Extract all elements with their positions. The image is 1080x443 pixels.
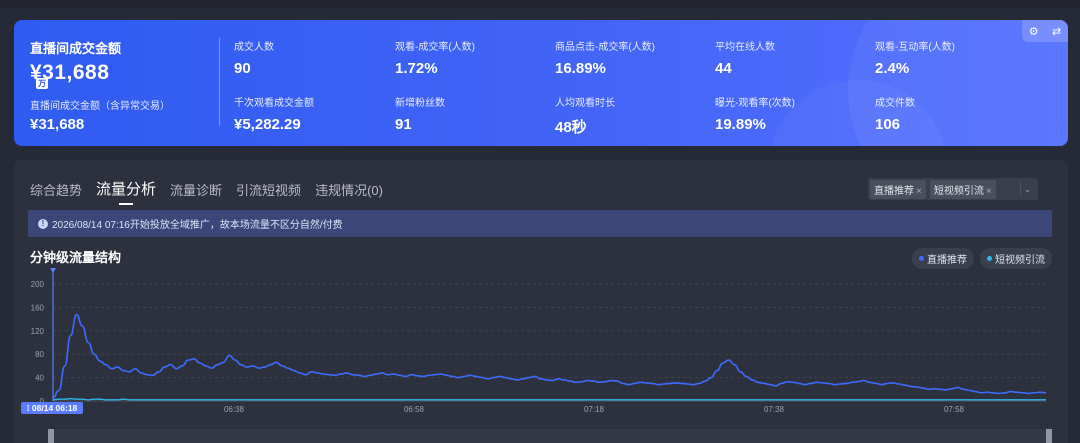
metric-value: 106 xyxy=(875,116,901,133)
legend-item-short-video[interactable]: 短视频引流 xyxy=(980,248,1052,269)
metric-label: 曝光-观看率(次数) xyxy=(715,98,795,109)
metric-value: 44 xyxy=(715,60,732,77)
divider xyxy=(219,38,220,126)
start-time-badge xyxy=(21,402,83,414)
filter-chip-label: 直播推荐 xyxy=(874,185,914,197)
legend-label: 短视频引流 xyxy=(995,255,1045,266)
x-tick-label: 06:58 xyxy=(404,405,425,414)
filter-chip[interactable]: 短视频引流 × xyxy=(929,179,996,199)
chevron-down-icon[interactable]: ⌄ xyxy=(1020,182,1034,196)
metric-label: 成交人数 xyxy=(234,42,274,53)
range-slider-handle-right xyxy=(1046,429,1052,443)
metric-value: 91 xyxy=(395,116,412,133)
main-metric-label: 直播间成交金额 xyxy=(30,41,122,56)
metric-label: 新增粉丝数 xyxy=(395,98,445,109)
metric-label: 平均在线人数 xyxy=(715,42,775,53)
metric-value: 2.4% xyxy=(875,60,910,77)
sub-metric-value: ¥31,688 xyxy=(30,116,85,133)
metric-label: 千次观看成交金额 xyxy=(234,98,314,109)
metric-value: 90 xyxy=(234,60,251,77)
metric-item: 曝光-观看率(次数) 19.89% xyxy=(715,94,795,133)
metric-label: 观看-互动率(人数) xyxy=(875,42,955,53)
metric-value: 19.89% xyxy=(715,116,766,133)
x-tick-label: 07:38 xyxy=(764,405,785,414)
x-tick-label: 06:38 xyxy=(224,405,245,414)
y-tick-label: 40 xyxy=(35,374,44,383)
legend-dot xyxy=(987,256,992,261)
tab-overview-trend[interactable]: 综合趋势 xyxy=(30,183,83,198)
x-tick-label: 07:18 xyxy=(584,405,605,414)
source-filter-select[interactable]: 直播推荐 × 短视频引流 × ⌄ xyxy=(868,178,1038,200)
tab-traffic-diagnosis[interactable]: 流量诊断 xyxy=(170,183,223,198)
tab-bar: 综合趋势 流量分析 流量诊断 引流短视频 违规情况(0) xyxy=(30,178,397,199)
kpi-card: ⚙ ⇄ 直播间成交金额 ¥31,688 万 直播间成交金额（含异常交易） ¥31… xyxy=(14,20,1068,146)
metric-label: 成交件数 xyxy=(875,98,915,109)
close-icon[interactable]: × xyxy=(916,185,922,197)
unit-badge: 万 xyxy=(36,78,48,89)
filter-chip-label: 短视频引流 xyxy=(933,185,984,197)
metric-item: 商品点击-成交率(人数) 16.89% xyxy=(555,38,655,77)
main-metric-value: ¥31,688 xyxy=(30,61,110,84)
tab-traffic-analysis[interactable]: 流量分析 xyxy=(96,178,156,199)
metric-value: 1.72% xyxy=(395,60,438,77)
chart-legend: 直播推荐 短视频引流 xyxy=(912,248,1052,269)
analysis-panel: 综合趋势 流量分析 流量诊断 引流短视频 违规情况(0) 直播推荐 × 短视频引流… xyxy=(14,160,1068,443)
metric-item: 观看-互动率(人数) 2.4% xyxy=(875,38,955,77)
kpi-corner-tools: ⚙ ⇄ xyxy=(1022,20,1068,42)
card-decoration xyxy=(848,20,1068,146)
metric-value: 16.89% xyxy=(555,60,606,77)
metric-item: 成交件数 106 xyxy=(875,94,915,133)
metric-value: 48秒 xyxy=(555,119,587,136)
y-tick-label: 0 xyxy=(40,397,45,406)
range-slider-handle-left xyxy=(48,429,54,443)
x-tick-label: 07:58 xyxy=(944,405,965,414)
start-time-label: ⁞ 08/14 06:18 xyxy=(27,403,78,413)
notice-text: 2026/08/14 07:16开始投放全域推广，故本场流量不区分自然/付费 xyxy=(52,220,343,231)
metric-label: 商品点击-成交率(人数) xyxy=(555,42,655,53)
y-tick-label: 160 xyxy=(31,303,45,312)
cursor-marker xyxy=(50,268,56,273)
sub-metric-label: 直播间成交金额（含异常交易） xyxy=(30,101,170,112)
info-icon: ! xyxy=(38,218,48,229)
metric-item: 观看-成交率(人数) 1.72% xyxy=(395,38,475,77)
metric-item: 平均在线人数 44 xyxy=(715,38,775,77)
y-tick-label: 80 xyxy=(35,350,44,359)
legend-dot xyxy=(919,256,924,261)
metric-item: 新增粉丝数 91 xyxy=(395,94,445,133)
swap-icon[interactable]: ⇄ xyxy=(1052,25,1062,38)
close-icon[interactable]: × xyxy=(985,185,992,197)
tab-short-video[interactable]: 引流短视频 xyxy=(236,183,302,198)
metric-value: ¥5,282.29 xyxy=(234,116,301,133)
range-slider-track xyxy=(48,429,1052,443)
y-tick-label: 200 xyxy=(31,280,45,289)
series-line-short-video xyxy=(52,398,1046,401)
metric-item: 千次观看成交金额 ¥5,282.29 xyxy=(234,94,314,133)
filter-chip[interactable]: 直播推荐 × xyxy=(870,179,926,199)
main-metric: 直播间成交金额 ¥31,688 xyxy=(30,38,121,85)
tab-violations[interactable]: 违规情况(0) xyxy=(315,183,383,198)
top-strip xyxy=(0,0,1080,8)
legend-item-live-recommend[interactable]: 直播推荐 xyxy=(912,248,974,269)
series-line-live-recommend xyxy=(52,313,1047,399)
metric-item: 成交人数 90 xyxy=(234,38,274,77)
legend-label: 直播推荐 xyxy=(927,255,967,266)
chart-title: 分钟级流量结构 xyxy=(30,250,122,265)
metric-item: 人均观看时长 48秒 xyxy=(555,94,615,137)
metric-label: 人均观看时长 xyxy=(555,98,615,109)
gear-icon[interactable]: ⚙ xyxy=(1028,25,1039,38)
y-tick-label: 120 xyxy=(31,327,45,336)
notice-banner: ! 2026/08/14 07:16开始投放全域推广，故本场流量不区分自然/付费 xyxy=(28,210,1052,237)
sub-metric: 直播间成交金额（含异常交易） ¥31,688 xyxy=(30,97,170,133)
metric-label: 观看-成交率(人数) xyxy=(395,42,475,53)
